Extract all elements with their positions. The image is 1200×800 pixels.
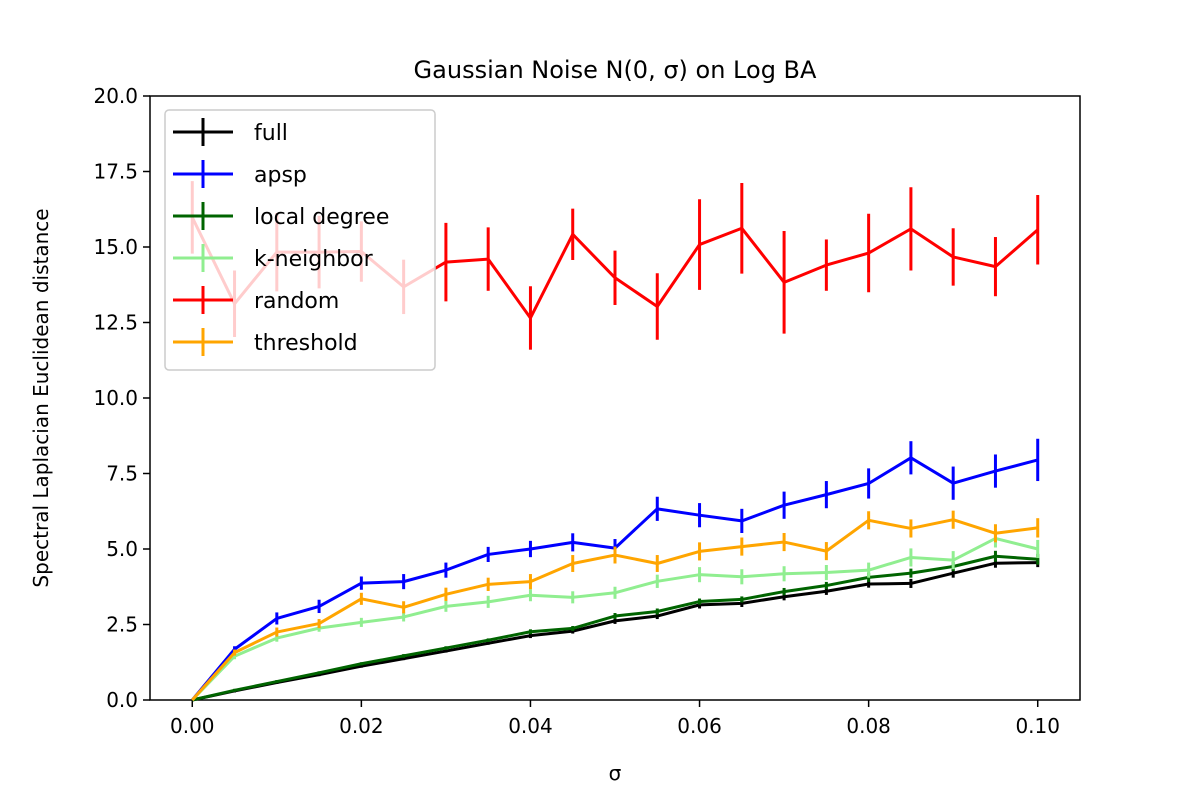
x-axis-label: σ bbox=[609, 761, 622, 785]
legend-label: random bbox=[254, 289, 339, 314]
y-tick-label: 20.0 bbox=[93, 84, 138, 108]
y-tick-label: 2.5 bbox=[106, 613, 138, 637]
y-tick-label: 10.0 bbox=[93, 386, 138, 410]
y-tick-label: 7.5 bbox=[106, 462, 138, 486]
x-tick-label: 0.06 bbox=[677, 714, 722, 738]
y-tick-label: 15.0 bbox=[93, 235, 138, 259]
y-axis: 0.0 2.5 5.0 7.5 10.0 12.5 15.0 17.5 20.0 bbox=[93, 84, 150, 712]
chart-title: Gaussian Noise N(0, σ) on Log BA bbox=[414, 56, 817, 84]
y-tick-label: 17.5 bbox=[93, 160, 138, 184]
legend-label: full bbox=[254, 121, 288, 146]
legend-item-local-degree: local degree bbox=[173, 202, 389, 230]
legend-label: k-neighbor bbox=[254, 247, 374, 272]
x-tick-label: 0.02 bbox=[339, 714, 384, 738]
legend: full apsp local degree k-neighbor random thre… bbox=[164, 109, 436, 371]
x-axis: 0.00 0.02 0.04 0.06 0.08 0.10 bbox=[170, 700, 1060, 738]
legend-item-random: random bbox=[173, 286, 339, 314]
x-tick-label: 0.00 bbox=[170, 714, 215, 738]
legend-item-full: full bbox=[173, 118, 288, 146]
legend-item-threshold: threshold bbox=[173, 328, 358, 356]
legend-label: local degree bbox=[254, 205, 389, 230]
series-threshold bbox=[191, 510, 1040, 701]
x-tick-label: 0.04 bbox=[508, 714, 553, 738]
y-axis-label: Spectral Laplacian Euclidean distance bbox=[29, 208, 53, 587]
legend-label: apsp bbox=[254, 163, 307, 188]
legend-item-apsp: apsp bbox=[173, 160, 307, 188]
legend-item-k-neighbor: k-neighbor bbox=[173, 244, 374, 272]
y-tick-label: 12.5 bbox=[93, 311, 138, 335]
x-tick-label: 0.10 bbox=[1015, 714, 1060, 738]
series-k-neighbor bbox=[191, 529, 1040, 702]
y-tick-label: 5.0 bbox=[106, 537, 138, 561]
y-tick-label: 0.0 bbox=[106, 688, 138, 712]
legend-label: threshold bbox=[254, 331, 358, 356]
x-tick-label: 0.08 bbox=[846, 714, 891, 738]
